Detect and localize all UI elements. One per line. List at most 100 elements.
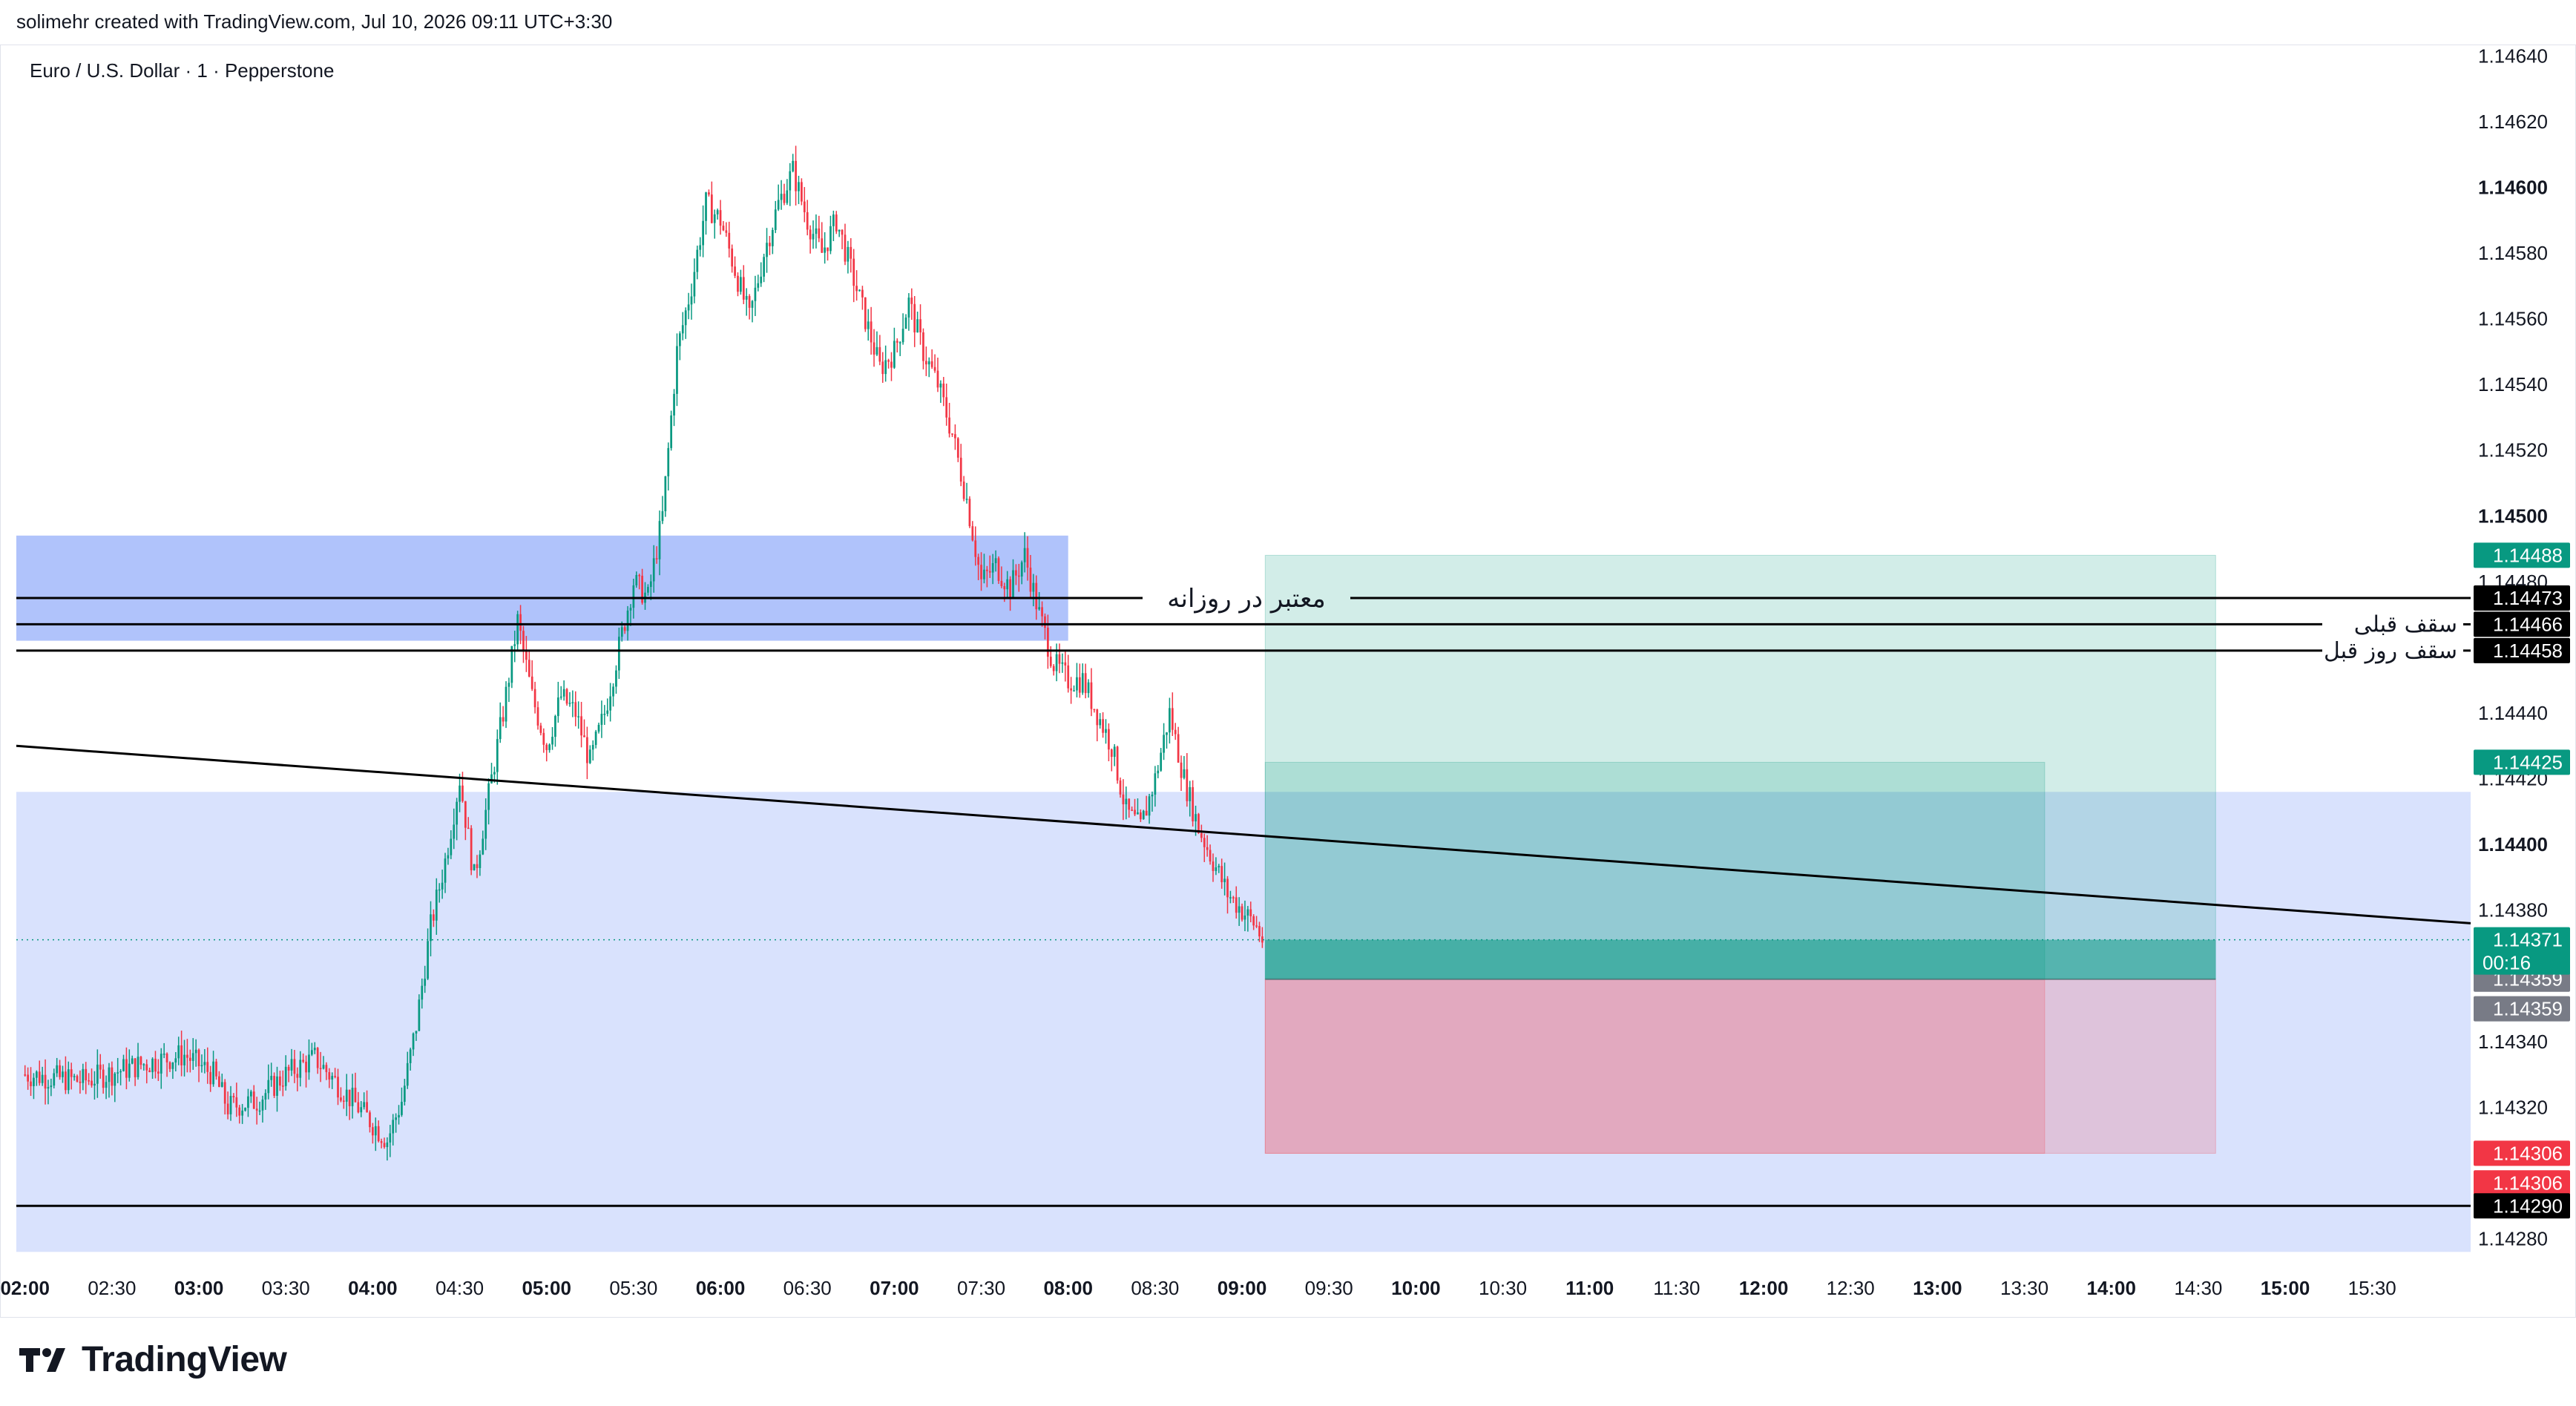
time-tick: 04:00	[348, 1277, 398, 1299]
time-tick: 11:30	[1653, 1277, 1700, 1299]
price-badge: 1.14458	[2474, 637, 2570, 663]
candle	[702, 205, 704, 257]
candle	[151, 1057, 154, 1080]
candle	[102, 1064, 105, 1094]
symbol-title[interactable]: Euro / U.S. Dollar · 1 · Pepperstone	[30, 59, 335, 82]
price-tick: 1.14520	[2478, 439, 2548, 461]
candle	[554, 715, 556, 747]
tradingview-logo[interactable]: TradingView	[19, 1339, 287, 1380]
candle	[676, 333, 678, 407]
candle	[586, 726, 588, 780]
candle	[229, 1085, 232, 1121]
candle	[901, 313, 904, 345]
trendline[interactable]	[16, 744, 2471, 924]
candle	[279, 1071, 281, 1091]
candle	[681, 312, 684, 341]
candle	[125, 1047, 128, 1090]
candle	[789, 162, 792, 206]
candle	[1218, 864, 1220, 873]
candle	[401, 1087, 403, 1117]
candle	[577, 701, 580, 729]
candle	[47, 1080, 50, 1105]
candle	[933, 354, 936, 373]
candle	[209, 1065, 212, 1092]
candle	[740, 269, 742, 295]
price-badge: 1.14488	[2474, 542, 2570, 568]
candle	[479, 850, 482, 876]
position-2-stop-zone[interactable]	[1264, 979, 2046, 1154]
candle	[809, 225, 812, 254]
candle	[629, 604, 632, 626]
candle	[588, 745, 591, 764]
candle	[33, 1073, 35, 1100]
candle	[27, 1067, 29, 1090]
candle	[1186, 753, 1189, 807]
candle	[1220, 858, 1223, 889]
svg-text:1.14359: 1.14359	[2493, 998, 2563, 1020]
price-tick: 1.14560	[2478, 308, 2548, 330]
candle	[769, 236, 771, 255]
candle	[1134, 798, 1136, 817]
candle	[924, 346, 927, 376]
candle	[273, 1072, 275, 1098]
candle	[716, 208, 719, 220]
candle	[713, 209, 716, 239]
time-tick: 09:30	[1305, 1277, 1353, 1299]
price-tick: 1.14580	[2478, 242, 2548, 264]
candle	[710, 181, 713, 224]
price-badge: 1.14359	[2474, 996, 2570, 1022]
candle	[232, 1093, 235, 1103]
candle	[1203, 833, 1206, 862]
candle	[551, 727, 553, 750]
candle	[1246, 906, 1249, 932]
candle	[482, 830, 484, 855]
candle	[377, 1120, 380, 1143]
candle	[850, 238, 852, 273]
candle	[85, 1062, 88, 1094]
candle	[1012, 559, 1014, 598]
candle	[1064, 650, 1067, 682]
candle	[942, 377, 945, 407]
candle	[1081, 663, 1084, 695]
candle	[533, 681, 536, 714]
candle	[548, 743, 551, 753]
candle	[1238, 897, 1241, 927]
candle	[369, 1110, 371, 1133]
candle	[1232, 896, 1235, 904]
candle	[988, 555, 991, 578]
candle	[1105, 719, 1107, 744]
candle	[331, 1072, 334, 1089]
lower-zone[interactable]	[16, 792, 2471, 1252]
candle	[829, 215, 832, 254]
candle	[649, 574, 652, 600]
position-1-target-zone[interactable]	[1264, 554, 2216, 980]
candle	[1093, 709, 1096, 713]
candle	[815, 214, 818, 249]
candle	[525, 636, 528, 672]
candle	[795, 145, 797, 206]
candle	[105, 1075, 108, 1100]
candle	[162, 1042, 165, 1059]
candle	[389, 1125, 392, 1157]
position-1-stop-zone[interactable]	[1264, 979, 2216, 1154]
candle	[832, 210, 835, 241]
candle	[1061, 653, 1064, 673]
price-badge: 1.14466	[2474, 611, 2570, 637]
price-tick: 1.14400	[2478, 833, 2548, 855]
candle	[30, 1067, 32, 1097]
candle	[441, 870, 444, 899]
candle	[59, 1060, 61, 1080]
candle	[99, 1054, 102, 1079]
candle	[591, 740, 594, 761]
time-tick: 08:00	[1043, 1277, 1093, 1299]
candle	[241, 1103, 243, 1124]
candle	[1058, 643, 1061, 674]
candle	[427, 928, 429, 980]
candle	[687, 292, 690, 320]
candle	[134, 1058, 137, 1086]
candle	[374, 1117, 377, 1152]
candle	[267, 1064, 270, 1100]
candle	[1252, 914, 1255, 930]
candle	[559, 686, 562, 700]
